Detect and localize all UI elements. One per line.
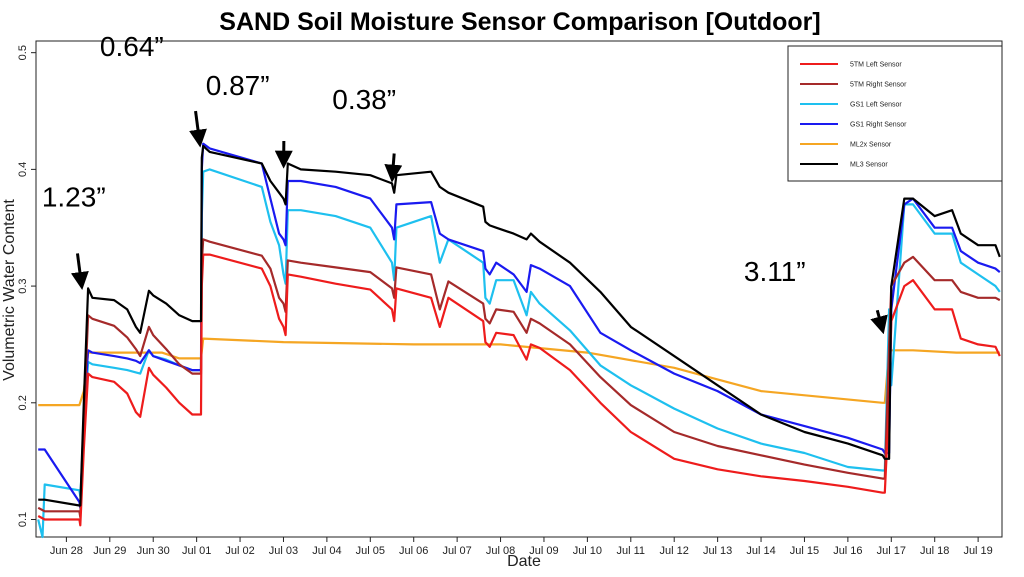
legend-label: GS1 Right Sensor <box>850 122 907 129</box>
annotation-arrow <box>70 253 89 290</box>
x-tick-label: Jul 06 <box>399 545 428 557</box>
series-line-1 <box>37 238 1001 519</box>
x-tick-label: Jul 01 <box>182 545 211 557</box>
series-line-5 <box>38 144 1001 507</box>
legend: 5TM Left Sensor 5TM Right Sensor GS1 Left … <box>787 45 1003 182</box>
x-tick-label: Jul 17 <box>877 545 906 557</box>
x-tick-label: Jul 19 <box>963 545 992 557</box>
annotation-label: 3.11” <box>744 256 806 287</box>
series-layer <box>37 142 1001 539</box>
x-tick-label: Jul 12 <box>660 545 689 557</box>
x-tick-label: Jul 15 <box>790 545 819 557</box>
x-tick-label: Jul 08 <box>486 545 515 557</box>
legend-frame <box>787 45 1003 182</box>
annotation-label: 0.64” <box>100 31 164 62</box>
annotations: 1.23” 0.64” 0.87” 0.38” 3.11” <box>42 31 888 335</box>
annotation-label: 0.87” <box>206 70 270 101</box>
y-axis: 0.1 0.2 0.3 0.4 0.5 <box>17 45 36 527</box>
x-tick-label: Jul 11 <box>617 545 646 557</box>
x-tick-label: Jul 03 <box>269 545 298 557</box>
legend-label: ML2x Sensor <box>850 142 892 149</box>
x-tick-label: Jun 28 <box>50 545 83 557</box>
y-axis-label: Volumetric Water Content <box>1 199 18 381</box>
x-axis: Jun 28 Jun 29 Jun 30 Jul 01 Jul 02 Jul 03 Jul … <box>50 537 993 557</box>
annotation-label: 0.38” <box>332 84 396 115</box>
x-axis-label: Date <box>507 553 541 570</box>
plot-area-frame <box>35 40 1003 538</box>
x-tick-label: Jul 09 <box>529 545 558 557</box>
x-tick-label: Jul 10 <box>573 545 602 557</box>
legend-label: 5TM Right Sensor <box>850 82 907 89</box>
x-tick-label: Jul 14 <box>746 545 775 557</box>
legend-label: GS1 Left Sensor <box>850 102 902 109</box>
series-line-3 <box>38 142 1001 509</box>
y-tick-label: 0.4 <box>17 162 29 177</box>
y-tick-label: 0.3 <box>17 278 29 293</box>
annotation-arrow <box>189 110 207 148</box>
chart-title: SAND Soil Moisture Sensor Comparison [Ou… <box>219 8 820 36</box>
x-tick-label: Jun 30 <box>137 545 170 557</box>
y-tick-label: 0.2 <box>17 395 29 410</box>
x-tick-label: Jul 07 <box>442 545 471 557</box>
series-line-4 <box>38 337 1000 407</box>
y-tick-label: 0.5 <box>17 45 29 60</box>
x-tick-label: Jul 05 <box>356 545 385 557</box>
annotation-label: 1.23” <box>42 181 106 212</box>
annotation-arrow <box>384 153 403 183</box>
series-line-2 <box>37 168 1001 539</box>
x-tick-label: Jul 02 <box>225 545 254 557</box>
x-tick-label: Jul 04 <box>312 545 341 557</box>
legend-label: ML3 Sensor <box>850 162 888 169</box>
x-tick-label: Jul 13 <box>703 545 732 557</box>
legend-label: 5TM Left Sensor <box>850 62 902 69</box>
x-tick-label: Jul 16 <box>833 545 862 557</box>
annotation-arrow <box>870 309 888 335</box>
y-tick-label: 0.1 <box>17 512 29 527</box>
x-tick-label: Jul 18 <box>920 545 949 557</box>
x-tick-label: Jun 29 <box>93 545 126 557</box>
series-line-0 <box>37 253 1001 527</box>
